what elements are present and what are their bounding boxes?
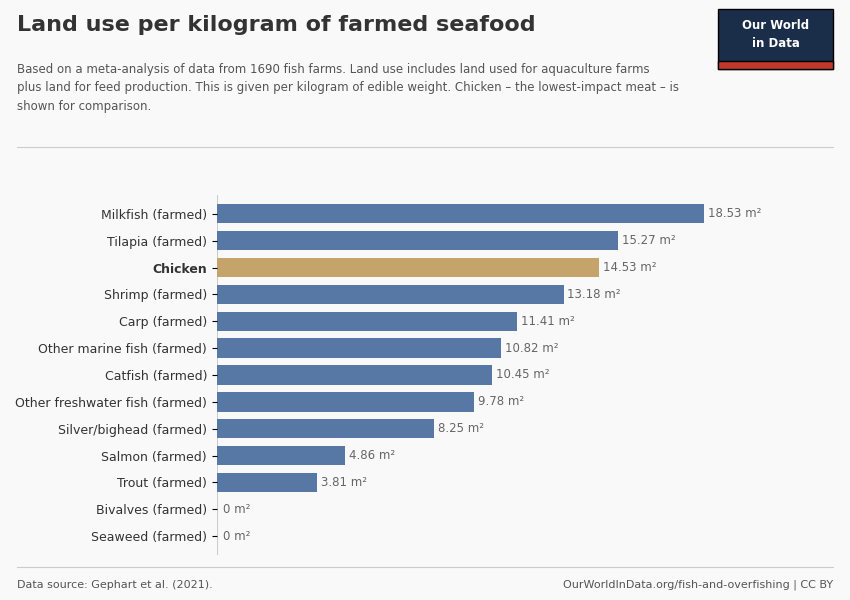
Text: Data source: Gephart et al. (2021).: Data source: Gephart et al. (2021). — [17, 580, 212, 590]
Text: Based on a meta-analysis of data from 1690 fish farms. Land use includes land us: Based on a meta-analysis of data from 16… — [17, 63, 679, 113]
Bar — [217, 285, 564, 304]
Text: Land use per kilogram of farmed seafood: Land use per kilogram of farmed seafood — [17, 15, 536, 35]
Text: in Data: in Data — [751, 37, 800, 50]
Text: 10.82 m²: 10.82 m² — [506, 341, 558, 355]
Bar — [217, 365, 491, 385]
Bar — [217, 419, 434, 439]
Text: 0 m²: 0 m² — [224, 530, 251, 542]
Bar — [217, 392, 474, 412]
Text: 14.53 m²: 14.53 m² — [603, 261, 656, 274]
Bar — [217, 258, 599, 277]
Text: 11.41 m²: 11.41 m² — [521, 315, 575, 328]
Text: Our World: Our World — [742, 19, 809, 32]
Text: 4.86 m²: 4.86 m² — [348, 449, 394, 462]
Text: 3.81 m²: 3.81 m² — [321, 476, 367, 489]
Bar — [217, 446, 344, 465]
Text: 13.18 m²: 13.18 m² — [568, 288, 621, 301]
Text: 18.53 m²: 18.53 m² — [708, 208, 762, 220]
Bar — [217, 311, 517, 331]
Text: 0 m²: 0 m² — [224, 503, 251, 516]
Text: 15.27 m²: 15.27 m² — [622, 234, 676, 247]
Text: 8.25 m²: 8.25 m² — [438, 422, 484, 435]
Bar — [217, 473, 317, 492]
Text: 9.78 m²: 9.78 m² — [478, 395, 524, 409]
Bar — [217, 204, 705, 223]
Bar — [217, 338, 501, 358]
Bar — [217, 231, 619, 250]
Text: 10.45 m²: 10.45 m² — [496, 368, 549, 382]
Text: OurWorldInData.org/fish-and-overfishing | CC BY: OurWorldInData.org/fish-and-overfishing … — [563, 580, 833, 590]
